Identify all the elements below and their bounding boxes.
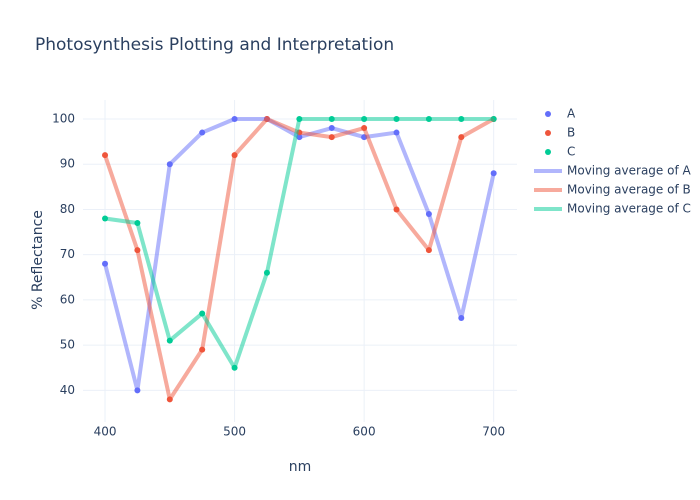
series-line: [104, 116, 494, 370]
y-tick-label: 100: [52, 111, 75, 125]
y-tick-label: 50: [60, 338, 75, 352]
series-line: [103, 116, 496, 393]
y-tick-label: 40: [60, 383, 75, 397]
legend-label: C: [567, 145, 575, 159]
legend-label: A: [567, 107, 576, 121]
legend-swatch: [545, 149, 551, 155]
x-tick-label: 500: [223, 425, 246, 439]
legend-label: Moving average of C: [567, 202, 691, 216]
y-tick-label: 70: [60, 247, 75, 261]
legend-swatch: [545, 130, 551, 136]
x-tick-label: 600: [353, 425, 376, 439]
y-tick-label: 60: [60, 292, 75, 306]
series-line: [103, 116, 495, 402]
legend-label: B: [567, 126, 575, 140]
chart-title: Photosynthesis Plotting and Interpretati…: [35, 35, 394, 55]
x-tick-label: 400: [94, 425, 117, 439]
y-axis-title: % Reflectance: [30, 210, 46, 310]
y-tick-label: 80: [60, 202, 75, 216]
y-tick-label: 90: [60, 157, 75, 171]
legend-swatch: [545, 111, 551, 117]
x-tick-label: 700: [482, 425, 505, 439]
x-axis-title: nm: [289, 459, 312, 475]
legend-label: Moving average of A: [567, 164, 691, 178]
legend-label: Moving average of B: [567, 183, 691, 197]
